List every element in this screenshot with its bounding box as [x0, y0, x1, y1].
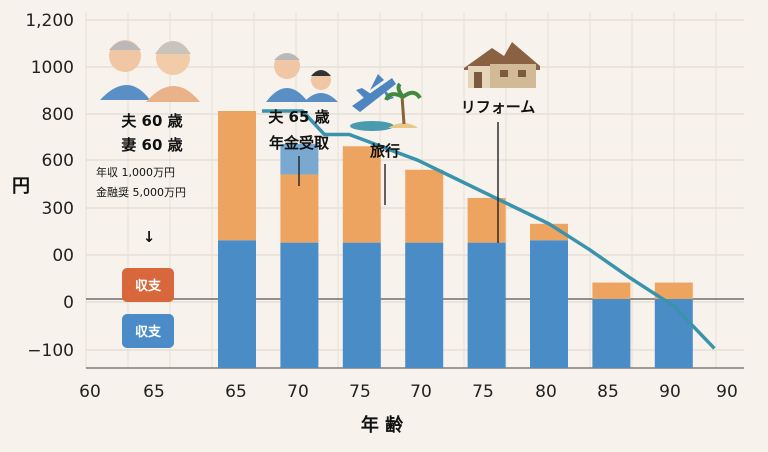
legend-badge-blue [122, 314, 174, 348]
x-tick-label: 75 [349, 382, 371, 402]
y-tick-label: 0 [63, 293, 74, 313]
x-tick-label: 90 [716, 382, 738, 402]
bar-blue-2 [342, 242, 381, 368]
y-tick-label: −100 [27, 341, 74, 361]
x-tick-label: 90 [659, 382, 681, 402]
bar-blue-0 [218, 240, 256, 368]
palm-tree-icon [350, 82, 422, 131]
balance-line [262, 109, 716, 350]
bar-blue-5 [530, 240, 568, 368]
bar-segment-2-2 [342, 146, 381, 243]
travel-airplane-icon [352, 74, 396, 112]
legend-label-blue: 収支 [135, 324, 162, 340]
x-tick-label: 70 [287, 382, 309, 402]
pension-event-label: 年金受取 [269, 134, 330, 152]
retire-assets-label: 金融奨 5,000万円 [96, 185, 186, 199]
y-tick-label: 1000 [31, 58, 74, 78]
down-arrow-icon: ↓ [143, 228, 156, 246]
bar-blue-4 [467, 242, 506, 368]
retire-wife-label: 妻 60 歳 [121, 136, 182, 154]
legend-label-orange: 収支 [135, 278, 162, 294]
x-tick-label: 65 [143, 382, 165, 402]
y-tick-label: 1,200 [25, 11, 74, 31]
house-icon [464, 42, 540, 88]
y-axis-title: 円 [12, 176, 30, 197]
bar-blue-3 [405, 242, 444, 368]
bar-segment-2-0 [218, 111, 256, 241]
bar-blue-7 [654, 299, 693, 368]
bar-segment-2-4 [467, 197, 506, 243]
y-tick-label: 800 [42, 105, 74, 125]
x-tick-label: 70 [410, 382, 432, 402]
balance-line-layer [262, 109, 716, 350]
retired-couple-illustration [100, 40, 200, 102]
y-tick-label: 00 [52, 246, 74, 266]
pension-husband-label: 夫 65 歳 [268, 108, 329, 126]
x-tick-label: 80 [535, 382, 557, 402]
legend-badge-orange [122, 268, 174, 302]
bar-segment-2-6 [592, 282, 631, 299]
x-tick-label: 75 [472, 382, 494, 402]
grandfather-child-illustration [266, 53, 338, 102]
retire-income-label: 年収 1,000万円 [96, 165, 175, 179]
y-tick-label: 600 [42, 151, 74, 171]
y-tick-label: 300 [42, 199, 74, 219]
x-tick-label: 60 [79, 382, 101, 402]
travel-label: 旅行 [370, 142, 400, 160]
bar-segment-2-3 [405, 169, 444, 243]
bar-segment-2-7 [654, 282, 693, 299]
x-axis-title: 年 齢 [361, 414, 404, 436]
x-tick-label: 65 [225, 382, 247, 402]
bar-blue-1 [280, 242, 319, 368]
bar-blue-6 [592, 299, 631, 368]
bars [218, 111, 693, 368]
retire-husband-label: 夫 60 歳 [121, 112, 182, 130]
x-tick-label: 85 [597, 382, 619, 402]
reform-label: リフォーム [461, 98, 536, 116]
